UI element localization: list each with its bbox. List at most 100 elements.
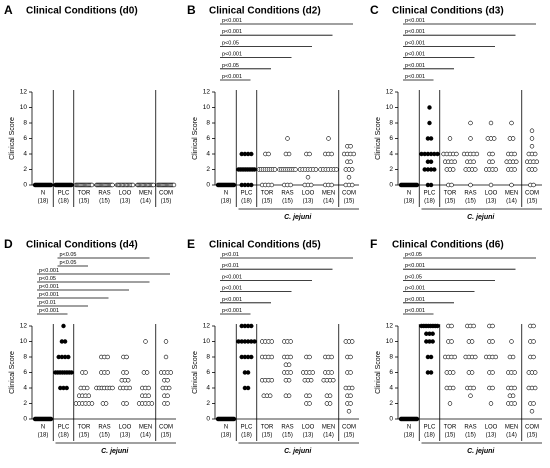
count-label: (15) [344,199,355,205]
y-tick-label: 8 [206,354,210,361]
data-point [124,401,129,406]
count-label: (14) [506,199,517,205]
y-tick-label: 12 [386,323,394,330]
data-point [512,370,517,375]
y-tick-label: 12 [386,89,394,96]
group-label: C. jejuni [467,448,495,455]
data-point [171,182,177,188]
data-point [469,339,475,344]
data-point [143,339,148,344]
data-point [249,182,254,188]
y-axis-label: Clinical Score [9,351,16,394]
x-tick-label: MEN [322,425,335,431]
data-point [89,182,95,188]
count-label: (18) [221,433,232,439]
y-tick-label: 4 [389,385,393,392]
x-tick-label: MEN [139,191,152,197]
data-point [348,370,353,375]
p-value: p<0.001 [222,297,242,303]
data-point [532,151,538,157]
y-tick-label: 2 [23,400,27,407]
data-point [348,401,353,406]
count-label: (13) [303,433,314,439]
data-point [130,182,136,188]
count-label: (18) [424,433,435,439]
data-point [310,370,315,375]
count-label: (13) [486,433,497,439]
x-tick-label: TOR [78,191,91,197]
panel-title: Clinical Conditions (d2) [209,6,321,17]
data-point [307,151,312,157]
data-point [529,128,535,133]
p-value: p<0.01 [222,263,239,269]
count-label: (18) [221,199,232,205]
panel-title: Clinical Conditions (d5) [209,240,321,251]
data-point [468,136,473,141]
y-tick-label: 2 [23,166,27,173]
data-point [452,354,457,360]
data-point [313,167,319,172]
panel-title: Clinical Conditions (d6) [392,240,504,251]
data-point [447,401,453,406]
data-point [288,370,293,375]
data-point [510,354,516,360]
p-value: p<0.001 [222,29,242,35]
y-tick-label: 6 [389,135,393,142]
count-label: (15) [527,433,538,439]
data-point [490,339,495,344]
data-point [449,323,454,329]
panel-title: Clinical Conditions (d4) [26,240,138,251]
data-point [329,182,334,188]
x-tick-label: PLC [424,425,436,431]
data-point [350,182,355,188]
p-value: p<0.001 [39,308,59,314]
data-point [146,385,151,391]
data-point [350,167,355,172]
data-point [89,401,95,406]
data-point [249,151,254,157]
data-point [529,144,535,149]
data-point [329,354,334,360]
data-point [66,354,71,360]
panel: D Clinical Conditions (d4) Clinical Score 0… [4,237,176,455]
data-point [288,182,293,188]
p-value: p<0.05 [60,260,77,266]
y-axis-label: Clinical Score [375,117,382,160]
p-value: p<0.001 [222,286,242,292]
data-point [351,151,356,157]
data-point [488,120,494,126]
count-label: (15) [262,199,273,205]
panel-letter: E [187,237,195,251]
x-tick-label: COM [342,191,356,197]
data-point [529,409,535,414]
data-point [432,167,437,172]
data-point [451,370,456,375]
count-label: (18) [404,433,415,439]
y-tick-label: 12 [203,89,211,96]
p-value: p<0.001 [39,292,59,298]
data-point [490,151,495,157]
y-tick-label: 12 [20,89,28,96]
panel-letter: A [4,3,13,17]
panel: B Clinical Conditions (d2) Clinical Score 0… [187,3,359,221]
y-tick-label: 6 [206,135,210,142]
p-value: p<0.001 [222,18,242,24]
panel-letter: C [370,3,379,17]
p-value: p<0.001 [405,308,425,314]
data-point [532,167,538,172]
x-tick-label: N [407,425,411,431]
data-point [510,136,516,141]
data-point [163,339,169,344]
data-point [452,159,457,164]
data-point [163,354,169,360]
p-value: p<0.001 [222,274,242,280]
panel-title: Clinical Conditions (d0) [26,6,138,17]
data-point [428,370,434,375]
data-point [249,323,254,329]
y-tick-label: 4 [206,385,210,392]
x-tick-label: N [407,191,411,197]
panel-letter: F [370,237,377,251]
data-point [529,136,535,141]
data-point [490,370,495,375]
